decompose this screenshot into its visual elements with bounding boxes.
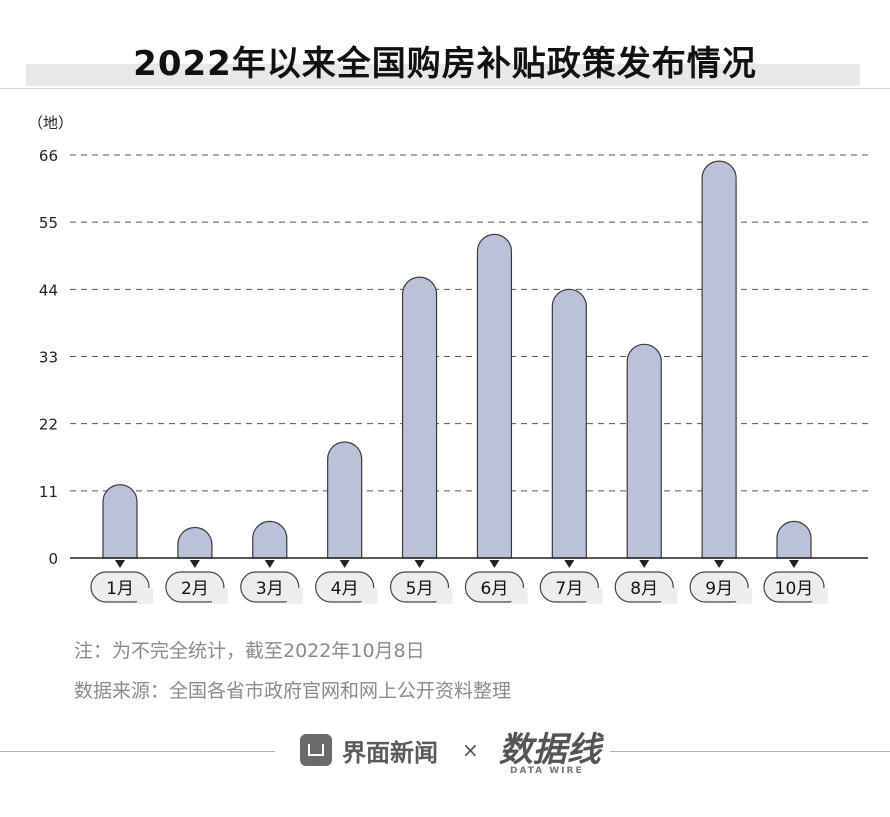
bar-marker — [789, 560, 799, 568]
pill-shade — [586, 588, 603, 604]
category-pill — [90, 571, 150, 603]
bar — [701, 160, 737, 559]
x-tick-label: 6月 — [481, 579, 509, 599]
bar-marker — [489, 560, 500, 568]
bar — [252, 520, 288, 559]
bar-marker — [189, 560, 200, 568]
category-pill — [165, 571, 225, 603]
footer-brand: 界面新闻 × 数据线 DATA WIRE — [300, 730, 601, 776]
category-pill — [240, 571, 300, 603]
pill-shade — [211, 588, 228, 604]
category-pill — [763, 571, 825, 603]
bar-marker — [714, 560, 725, 568]
x-tick-label: 1月 — [106, 579, 134, 599]
bar-marker — [115, 560, 125, 568]
x-tick-label: 2月 — [181, 579, 209, 599]
bar — [327, 441, 363, 559]
bar-marker — [264, 560, 275, 568]
bar — [102, 484, 138, 559]
y-tick-label: 66 — [39, 147, 58, 165]
x-tick-label: 5月 — [406, 579, 434, 599]
footnote: 注：为不完全统计，截至2022年10月8日 — [74, 640, 425, 662]
y-tick-label: 55 — [39, 214, 58, 232]
pill-shade — [436, 588, 453, 604]
footer-divider-left — [0, 751, 275, 752]
bar — [401, 276, 438, 559]
y-tick-label: 44 — [39, 281, 58, 299]
bar-marker — [564, 560, 575, 568]
bar — [551, 288, 587, 559]
footer-divider-right — [610, 751, 890, 752]
title-band — [26, 64, 860, 86]
brand-separator: × — [462, 738, 479, 762]
data-source: 数据来源：全国各省市政府官网和网上公开资料整理 — [74, 680, 512, 702]
bar-marker — [414, 560, 425, 568]
pill-shade — [812, 588, 828, 604]
x-tick-label: 4月 — [331, 579, 359, 599]
datawire-logo-sub: DATA WIRE — [510, 766, 584, 776]
bar-marker — [639, 560, 650, 568]
y-axis-label: （地） — [28, 114, 73, 132]
category-pill — [614, 571, 674, 603]
pill-shade — [661, 588, 678, 604]
bar — [476, 233, 513, 559]
chart-title: 2022年以来全国购房补贴政策发布情况 — [133, 44, 757, 84]
x-tick-label: 3月 — [256, 579, 284, 599]
x-tick-label: 10月 — [775, 579, 814, 599]
jiemian-logo-icon — [300, 734, 332, 766]
title-divider — [0, 88, 890, 89]
bar-marker — [339, 560, 350, 568]
category-pill — [539, 571, 599, 603]
x-tick-label: 8月 — [630, 579, 658, 599]
bar — [776, 520, 812, 559]
pill-shade — [286, 588, 303, 604]
y-tick-label: 0 — [48, 550, 58, 568]
x-tick-label: 7月 — [555, 579, 583, 599]
bar — [626, 343, 662, 559]
pill-shade — [511, 588, 528, 604]
bar-chart: （地） 0 11 22 33 44 55 66 1月 2月 3月 4月 5月 6月 7月 8月 9月 10月 — [28, 114, 868, 604]
category-pill — [315, 571, 375, 603]
y-tick-label: 11 — [39, 483, 58, 501]
y-tick-label: 22 — [39, 416, 58, 434]
y-tick-label: 33 — [39, 349, 58, 367]
pill-shade — [361, 588, 378, 604]
category-pill — [389, 571, 450, 603]
bar — [177, 526, 213, 559]
datawire-logo: 数据线 — [498, 730, 601, 770]
x-tick-label: 9月 — [705, 579, 733, 599]
category-pill — [689, 571, 749, 603]
pill-shade — [137, 588, 153, 604]
pill-shade — [736, 588, 753, 604]
brand-name: 界面新闻 — [342, 738, 438, 767]
category-pill — [464, 571, 525, 603]
